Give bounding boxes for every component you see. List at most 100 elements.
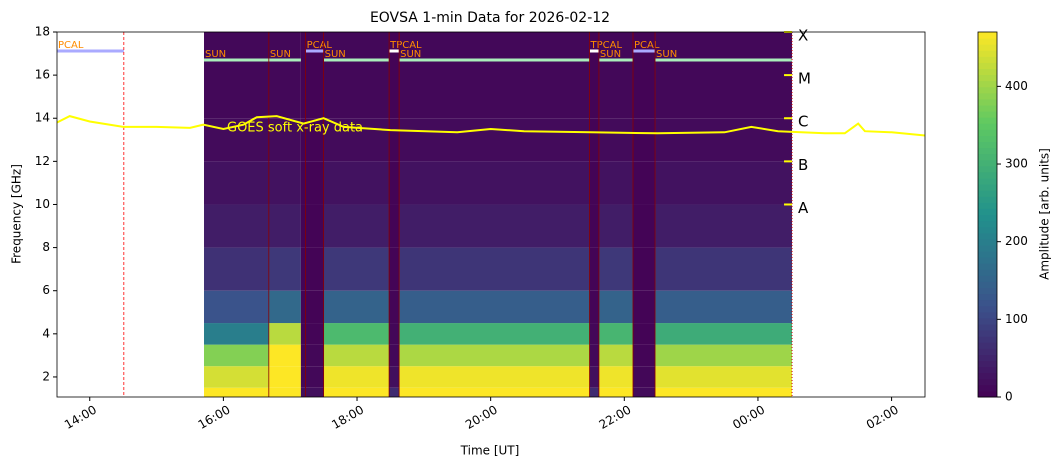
colorbar-swatch — [978, 141, 997, 149]
spectrogram-cell — [632, 161, 656, 205]
spectrogram-cell — [300, 247, 324, 291]
colorbar-swatch — [978, 68, 997, 76]
spectrogram-cell — [632, 204, 656, 248]
colorbar-swatch — [978, 360, 997, 368]
spectrogram-cell — [399, 161, 590, 205]
spectrogram-cell — [389, 161, 400, 205]
colorbar-swatch — [978, 354, 997, 361]
colorbar-swatch — [978, 263, 997, 270]
colorbar-tick-label: 300 — [1005, 157, 1028, 171]
spectrogram-cell — [589, 387, 599, 397]
y-tick-label: 4 — [42, 326, 50, 340]
colorbar-swatch — [978, 281, 997, 288]
spectrogram-cell — [399, 344, 590, 367]
colorbar-swatch — [978, 202, 997, 209]
spectrogram-cell — [389, 32, 400, 119]
spectrogram-cell — [598, 323, 633, 345]
spectrogram-cell — [655, 387, 793, 397]
spectrogram-cell — [204, 32, 269, 119]
spectrogram-cell — [399, 32, 590, 119]
spectrogram-cell — [389, 366, 400, 388]
spectrogram-cell — [268, 204, 301, 248]
spectrogram-cell — [323, 204, 390, 248]
spectrogram-cell — [323, 366, 390, 388]
spectrogram-cell — [399, 387, 590, 397]
x-tick-label: 14:00 — [62, 403, 99, 432]
spectrogram-cell — [300, 387, 324, 397]
spectrogram-cell — [323, 387, 390, 397]
spectrogram-cell — [204, 344, 269, 367]
spectrogram-cell — [300, 32, 324, 119]
colorbar-swatch — [978, 86, 997, 94]
spectrogram-cell — [389, 344, 400, 367]
spectrogram-cell — [655, 290, 793, 324]
colorbar-swatch — [978, 56, 997, 63]
colorbar-swatch — [978, 348, 997, 355]
colorbar-swatch — [978, 129, 997, 136]
spectrogram-cell — [323, 344, 390, 367]
spectrogram-cell — [204, 161, 269, 205]
y-tick-label: 2 — [42, 369, 50, 383]
spectrogram-cell — [204, 204, 269, 248]
colorbar-swatch — [978, 366, 997, 374]
spectrogram-cell — [268, 32, 301, 119]
scan-label: SUN — [400, 49, 421, 60]
colorbar-swatch — [978, 184, 997, 191]
colorbar-swatch — [978, 324, 997, 331]
colorbar-swatch — [978, 317, 997, 325]
y-tick-label: 14 — [35, 111, 50, 125]
spectrogram-cell — [389, 323, 400, 345]
spectrogram-cell — [268, 290, 301, 324]
spectrogram-cell — [323, 32, 390, 119]
colorbar-swatch — [978, 251, 997, 258]
colorbar-swatch — [978, 299, 997, 307]
spectrogram-cell — [632, 32, 656, 119]
scan-label: SUN — [656, 49, 677, 60]
y-axis-label: Frequency [GHz] — [10, 164, 24, 264]
spectrogram-cell — [655, 366, 793, 388]
colorbar-swatch — [978, 165, 997, 173]
colorbar-tick-label: 0 — [1005, 390, 1013, 404]
colorbar-swatch — [978, 32, 997, 39]
spectrogram-cell — [389, 204, 400, 248]
x-tick-label: 02:00 — [864, 403, 901, 432]
spectrogram-cell — [655, 32, 793, 119]
colorbar-swatch — [978, 44, 997, 51]
colorbar-swatch — [978, 123, 997, 130]
spectrogram-cell — [399, 204, 590, 248]
x-tick-label: 16:00 — [196, 403, 233, 432]
colorbar-swatch — [978, 147, 997, 155]
spectrogram-cell — [598, 204, 633, 248]
colorbar-label: Amplitude [arb. units] — [1038, 148, 1052, 280]
spectrogram-cell — [399, 118, 590, 162]
colorbar-swatch — [978, 159, 997, 167]
colorbar-swatch — [978, 342, 997, 349]
spectrogram-cell — [300, 344, 324, 367]
colorbar-tick-label: 100 — [1005, 312, 1028, 326]
x-tick-label: 18:00 — [329, 403, 366, 432]
colorbar-swatch — [978, 244, 997, 252]
colorbar-swatch — [978, 74, 997, 82]
spectrogram-cell — [300, 118, 324, 162]
spectrogram-cell — [268, 161, 301, 205]
colorbar-swatch — [978, 153, 997, 161]
colorbar-swatch — [978, 190, 997, 197]
colorbar-swatch — [978, 232, 997, 240]
spectrogram-cell — [589, 344, 599, 367]
spectrogram-cell — [655, 161, 793, 205]
spectrogram-cell — [268, 387, 301, 397]
spectrogram-cell — [389, 290, 400, 324]
spectrogram-cell — [632, 344, 656, 367]
scan-label: PCAL — [634, 40, 660, 51]
x-axis-label: Time [UT] — [460, 444, 520, 458]
colorbar-swatch — [978, 378, 997, 386]
spectrogram-cell — [632, 290, 656, 324]
spectrogram-cell — [323, 118, 390, 162]
scan-label: TPCAL — [389, 40, 422, 51]
colorbar-swatch — [978, 336, 997, 343]
colorbar-swatch — [978, 330, 997, 337]
spectrogram-cell — [323, 161, 390, 205]
spectrogram-cell — [399, 323, 590, 345]
x-tick-label: 00:00 — [730, 403, 767, 432]
spectrogram-cell — [589, 118, 599, 162]
